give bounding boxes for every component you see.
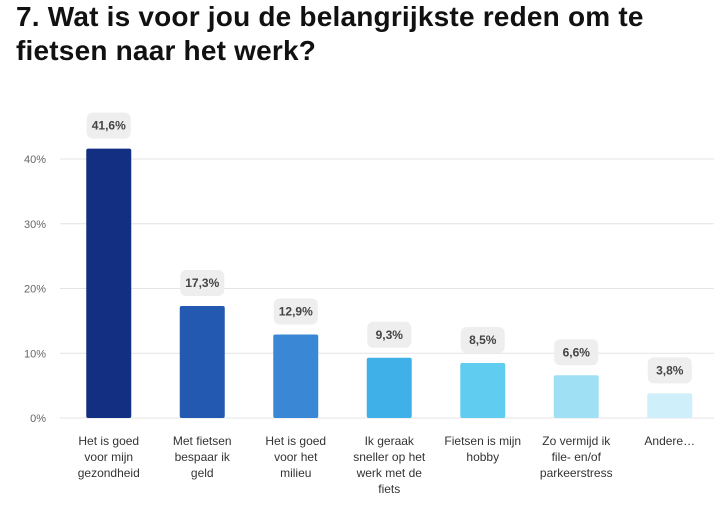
x-tick-label: Fietsen is mijn hobby: [444, 434, 521, 464]
value-label-text: 3,8%: [656, 363, 684, 377]
bars: [86, 148, 693, 418]
value-label-pill: [460, 326, 505, 353]
y-axis-ticks: 0% 10% 20% 30% 40%: [24, 154, 46, 425]
y-tick-label: 30%: [24, 219, 46, 231]
x-axis-ticks: Het is goed voor mijn gezondheid Met fietse…: [78, 434, 695, 496]
x-tick-label: Andere…: [644, 434, 695, 448]
bar: [553, 375, 599, 418]
y-tick-label: 40%: [24, 154, 46, 166]
x-tick-label-line: Het is goed: [265, 434, 326, 448]
value-label-pill: [180, 269, 225, 296]
value-label: 3,8%: [647, 357, 692, 384]
bar: [460, 362, 506, 418]
x-tick-label-line: Zo vermijd ik: [542, 434, 611, 448]
value-label-text: 17,3%: [185, 276, 219, 290]
x-tick-label-line: Met fietsen: [173, 434, 232, 448]
value-label-pill: [367, 321, 412, 348]
x-tick-label: Ik geraak sneller op het werk met de fiets: [353, 434, 426, 496]
value-label-text: 9,3%: [376, 328, 404, 342]
x-tick-label-line: Andere…: [644, 434, 695, 448]
y-tick-label: 0%: [30, 413, 46, 425]
x-tick-label-line: voor het: [274, 450, 318, 464]
x-tick-label-line: geld: [191, 466, 214, 480]
value-label-pill: [647, 357, 692, 384]
x-tick-label-line: hobby: [466, 450, 499, 464]
x-tick-label-line: Ik geraak: [365, 434, 415, 448]
x-tick-label-line: file- en/of: [552, 450, 602, 464]
chart-title: 7. Wat is voor jou de belangrijkste rede…: [16, 1, 644, 66]
value-label: 8,5%: [460, 326, 505, 353]
x-tick-label-line: fiets: [378, 482, 400, 496]
y-tick-label: 20%: [24, 284, 46, 296]
x-tick-label-line: gezondheid: [78, 466, 140, 480]
bar: [273, 334, 319, 418]
value-label: 6,6%: [554, 339, 599, 366]
value-label: 17,3%: [180, 269, 225, 296]
x-tick-label-line: milieu: [280, 466, 311, 480]
value-label: 12,9%: [273, 298, 318, 325]
x-tick-label-line: voor mijn: [84, 450, 133, 464]
x-tick-label-line: bespaar ik: [175, 450, 231, 464]
x-tick-label-line: Het is goed: [78, 434, 139, 448]
value-label-text: 41,6%: [92, 119, 126, 133]
x-tick-label-line: Fietsen is mijn: [444, 434, 521, 448]
x-tick-label: Met fietsen bespaar ik geld: [173, 434, 232, 480]
value-label-pill: [273, 298, 318, 325]
x-tick-label: Het is goed voor het milieu: [265, 434, 326, 480]
value-label-text: 6,6%: [563, 345, 591, 359]
bar: [86, 148, 132, 418]
x-tick-label: Zo vermijd ik file- en/of parkeerstress: [540, 434, 613, 480]
bar: [366, 357, 412, 418]
value-label-text: 12,9%: [279, 304, 313, 318]
value-label-pill: [86, 112, 131, 139]
x-tick-label-line: sneller op het: [353, 450, 426, 464]
value-label-text: 8,5%: [469, 333, 497, 347]
bar: [647, 393, 693, 418]
bar: [179, 305, 225, 418]
x-tick-label: Het is goed voor mijn gezondheid: [78, 434, 140, 480]
x-tick-label-line: parkeerstress: [540, 466, 613, 480]
value-label: 9,3%: [367, 321, 412, 348]
value-label-pill: [554, 339, 599, 366]
value-label: 41,6%: [86, 112, 131, 139]
value-labels: 41,6% 17,3% 12,9% 9,3% 8,5% 6,6% 3,8%: [86, 112, 692, 384]
x-tick-label-line: werk met de: [356, 466, 423, 480]
y-tick-label: 10%: [24, 348, 46, 360]
